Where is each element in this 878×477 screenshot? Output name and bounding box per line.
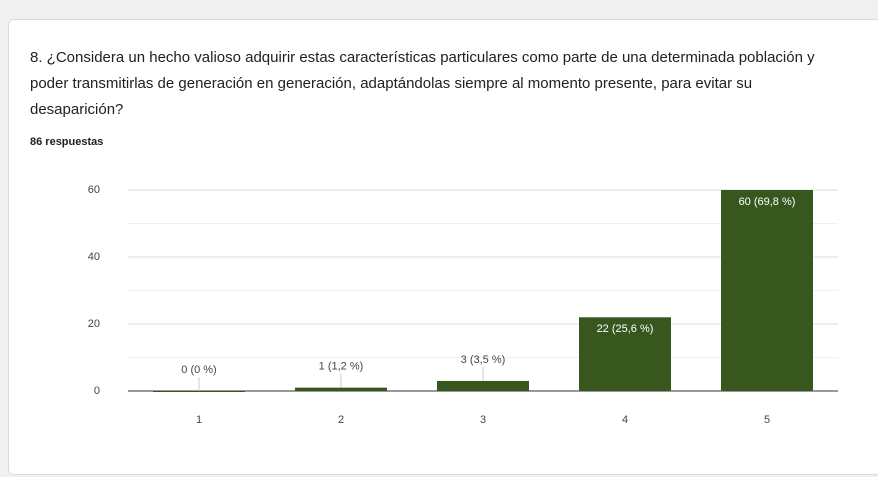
bar [579, 317, 671, 391]
y-tick-label: 40 [88, 251, 100, 263]
bar [721, 190, 813, 391]
data-label: 1 (1,2 %) [319, 361, 364, 373]
x-tick-label: 2 [338, 414, 344, 426]
x-tick-label: 3 [480, 414, 486, 426]
y-tick-label: 0 [94, 385, 100, 397]
y-tick-label: 60 [88, 184, 100, 196]
bar [153, 391, 245, 392]
data-label: 60 (69,8 %) [739, 196, 796, 208]
y-tick-label: 20 [88, 318, 100, 330]
bar [437, 380, 529, 391]
data-label: 22 (25,6 %) [597, 323, 654, 335]
bar [295, 387, 387, 391]
response-count: 86 respuestas [30, 136, 104, 148]
x-tick-label: 5 [764, 414, 770, 426]
x-tick-label: 1 [196, 414, 202, 426]
question-title: 8. ¿Considera un hecho valioso adquirir … [30, 49, 815, 118]
x-tick-label: 4 [622, 414, 628, 426]
data-label: 3 (3,5 %) [461, 354, 506, 366]
data-label: 0 (0 %) [181, 364, 216, 376]
